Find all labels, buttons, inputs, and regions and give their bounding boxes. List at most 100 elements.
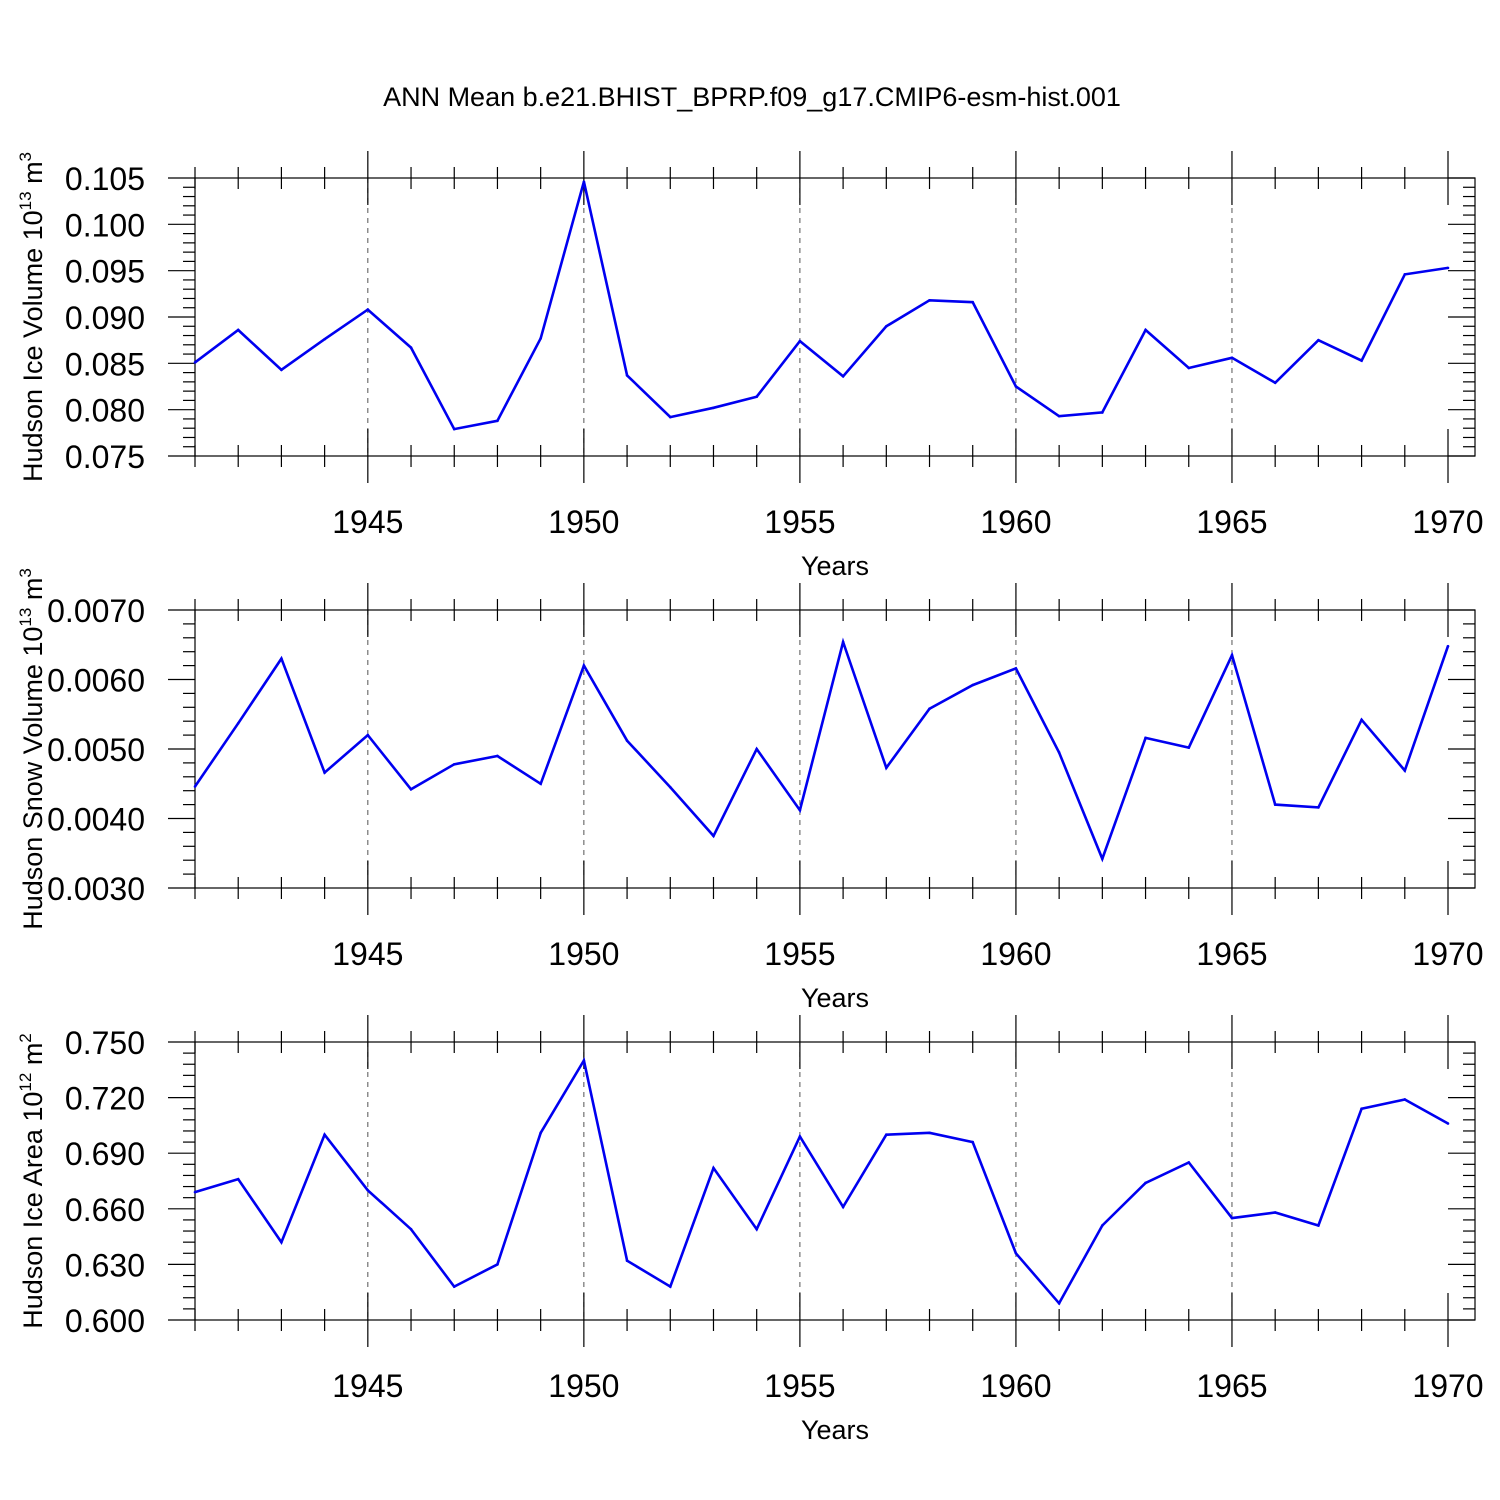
data-point [668,1285,672,1288]
y-tick-label: 0.100 [65,207,145,243]
panels: 1945 1950 1955 1960 1965 1970 0.075 0.080 0.085 0… [16,151,1484,1445]
x-tick-label: 1970 [1412,1368,1483,1404]
data-point [193,785,197,788]
x-tick-label: 1965 [1196,1368,1267,1404]
data-point [1317,806,1320,809]
data-point [1144,328,1147,332]
data-point [841,640,845,644]
data-point [1187,1161,1191,1164]
data-point [798,339,802,343]
data-point [582,1059,586,1062]
data-point [366,733,370,737]
data-point [885,766,888,770]
data-point [885,324,888,328]
data-point [1187,366,1191,370]
data-point [625,739,629,742]
y-tick-label: 0.630 [65,1247,145,1283]
data-point [1230,653,1234,657]
data-point [712,1166,715,1170]
data-point [236,328,240,332]
y-tick-label: 0.080 [65,393,145,429]
data-point [1360,1107,1363,1111]
data-point [236,721,240,725]
data-point [1144,1181,1147,1185]
data-point [1403,769,1407,772]
data-point [1360,718,1363,722]
data-point [280,657,283,660]
data-point [1230,356,1234,360]
data-point [1101,1224,1104,1227]
y-tick-label: 0.0040 [47,802,145,838]
data-point [582,180,586,184]
y-tick-label: 0.090 [65,300,145,336]
y-tick-label: 0.0070 [47,593,145,629]
data-point [1403,273,1407,276]
data-point [1057,414,1061,418]
plot-frame [194,1041,1476,1321]
data-point [798,808,802,812]
data-point [1057,751,1061,754]
x-tick-label: 1965 [1196,504,1267,540]
data-point [496,754,499,758]
data-point [452,427,456,431]
chart-title: ANN Mean b.e21.BHIST_BPRP.f09_g17.CMIP6-… [383,82,1121,112]
y-axis-title: Hudson Ice Area 1012 m2 [16,1033,48,1329]
data-point [452,762,456,766]
data-point [971,1140,975,1144]
y-axis-title: Hudson Ice Volume 1013 m3 [16,152,48,482]
data-point [1360,359,1363,362]
y-tick-label: 0.750 [65,1025,145,1061]
data-point [1014,385,1018,388]
data-point [409,788,413,791]
x-tick-label: 1970 [1412,504,1483,540]
data-point [1273,1211,1277,1214]
series-line-1 [194,1057,1449,1306]
x-tick-label: 1945 [332,504,403,540]
y-tick-label: 0.0050 [47,732,145,768]
data-point [1101,411,1104,414]
data-point [1403,1098,1407,1101]
data-point [928,299,931,302]
x-tick-label: 1955 [764,504,835,540]
data-point [452,1285,456,1288]
data-point [193,361,197,364]
plot-frame [194,177,1476,457]
y-tick-label: 0.075 [65,439,145,475]
data-point [971,300,975,304]
data-point [755,747,758,751]
x-tick-label: 1945 [332,1368,403,1404]
data-point [366,308,370,311]
data-point [1446,644,1450,648]
plot-frame [194,609,1476,889]
data-point [1273,803,1277,806]
data-point [193,1190,197,1194]
data-point [668,785,672,789]
data-point [1230,1216,1234,1220]
data-point [280,368,283,372]
data-point [1144,736,1147,740]
data-point [885,1133,888,1136]
data-point [625,374,629,377]
series-line-1 [194,181,1449,431]
x-tick-label: 1950 [548,1368,619,1404]
data-point [928,1131,931,1135]
data-point [409,346,413,349]
x-axis-title: Years [801,551,869,581]
data-point [280,1240,283,1244]
data-point [539,782,542,786]
y-axis-title: Hudson Snow Volume 1013 m3 [16,568,48,930]
data-point [712,834,715,838]
x-axis-title: Years [801,983,869,1013]
y-tick-label: 0.105 [65,161,145,197]
data-point [1057,1302,1061,1305]
data-point [971,683,975,687]
x-tick-label: 1955 [764,1368,835,1404]
data-point [582,664,586,667]
y-tick-label: 0.720 [65,1081,145,1117]
data-point [1014,667,1018,670]
data-point [1317,338,1320,342]
data-point [1014,1251,1018,1255]
y-tick-label: 0.095 [65,254,145,290]
data-point [323,1133,326,1136]
data-point [625,1259,629,1262]
